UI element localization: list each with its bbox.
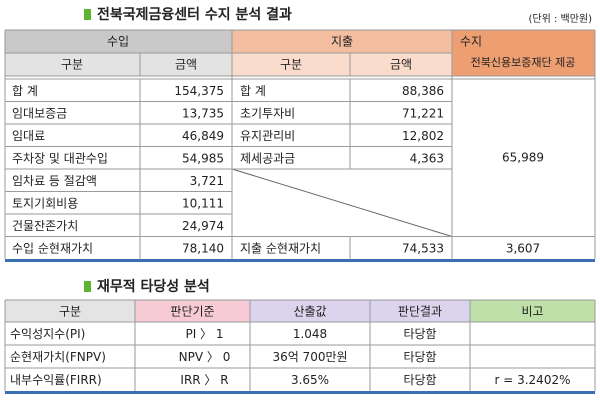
header: 전북신용보증재단 제공 <box>471 56 576 69</box>
header: 수지 <box>460 35 482 49</box>
header: 산출값 <box>293 305 326 319</box>
cell-label: 주차장 및 대관수입 <box>12 151 108 165</box>
unit-label: (단위 : 백만원) <box>528 12 592 25</box>
cell: PI 〉 1 <box>185 327 223 341</box>
title-marker <box>84 9 91 20</box>
header: 판단기준 <box>170 305 214 319</box>
cell-label: 건물잔존가치 <box>12 219 78 233</box>
cell: 36억 700만원 <box>272 350 347 364</box>
header: 수입 <box>107 35 129 49</box>
cell-label: 수입 순현재가치 <box>12 241 93 255</box>
cell: 3.65% <box>291 373 329 387</box>
cell-value: 71,221 <box>402 106 444 120</box>
cell: 타당함 <box>403 350 436 364</box>
header: 지출 <box>331 35 353 49</box>
cell-label: 합 계 <box>12 84 38 98</box>
header-cell <box>5 300 135 322</box>
cell-value: 88,386 <box>402 84 444 98</box>
header-cell <box>5 53 232 76</box>
cell: 내부수익률(FIRR) <box>10 373 102 387</box>
cell: 수익성지수(PI) <box>10 327 85 341</box>
header-cell <box>452 30 595 76</box>
title-marker <box>84 281 91 292</box>
cell-value: 10,111 <box>182 196 224 210</box>
header-cell <box>135 300 250 322</box>
cell-label: 임대료 <box>12 129 45 143</box>
cell-value: 65,989 <box>502 150 544 164</box>
cell: r = 3.2402% <box>494 373 570 387</box>
cell-value: 3,721 <box>190 174 224 188</box>
cell-value: 12,802 <box>402 129 444 143</box>
bottom-rule <box>5 259 595 262</box>
header-cell <box>370 300 470 322</box>
header: 판단결과 <box>398 305 442 319</box>
cell: 타당함 <box>403 327 436 341</box>
cell-label: 토지기회비용 <box>12 196 78 210</box>
sub-header: 구분 <box>61 58 83 72</box>
cell-value: 154,375 <box>174 84 224 98</box>
cell: 1.048 <box>293 327 327 341</box>
cell-label: 임대보증금 <box>12 106 67 120</box>
section-title: 전북국제금융센터 수지 분석 결과 <box>97 6 292 23</box>
cell-label: 제세공과금 <box>240 151 295 165</box>
cell: 타당함 <box>403 373 436 387</box>
header-cell <box>250 300 370 322</box>
cell-label: 3,607 <box>506 241 540 255</box>
section-title: 재무적 타당성 분석 <box>97 278 210 295</box>
cell-value: 24,974 <box>182 219 224 233</box>
cell-value: 78,140 <box>182 241 224 255</box>
header-cell <box>470 300 595 322</box>
bottom-rule <box>5 391 595 394</box>
cell: 순현재가치(FNPV) <box>10 350 106 364</box>
header: 비고 <box>521 305 543 319</box>
sub-header: 금액 <box>390 58 412 72</box>
sub-header: 구분 <box>280 58 302 72</box>
cell-label: 초기투자비 <box>240 106 295 120</box>
cell-value: 54,985 <box>182 151 224 165</box>
header-cell <box>5 30 232 53</box>
sub-header: 금액 <box>175 58 197 72</box>
diagonal <box>231 168 453 237</box>
cell-label: 유지관리비 <box>240 129 295 143</box>
header-cell <box>232 30 452 53</box>
cell-value: 46,849 <box>182 129 224 143</box>
cell-value: 13,735 <box>182 106 224 120</box>
cell-label: 임차료 등 절감액 <box>12 174 97 188</box>
cell-value: 74,533 <box>402 241 444 255</box>
cell-label: 지출 순현재가치 <box>240 241 321 255</box>
header: 구분 <box>59 305 81 319</box>
cell-value: 4,363 <box>410 151 444 165</box>
cell: NPV 〉 0 <box>179 350 231 364</box>
header-cell <box>232 53 452 76</box>
cell: IRR 〉 R <box>180 373 228 387</box>
cell-label: 합 계 <box>240 84 266 98</box>
